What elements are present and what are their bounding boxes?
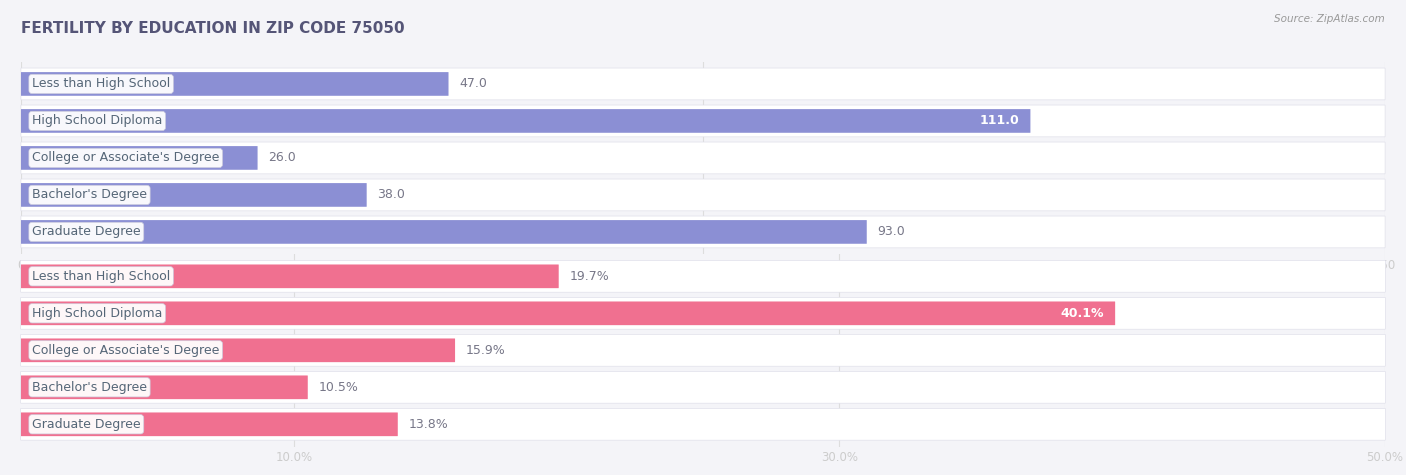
FancyBboxPatch shape — [21, 302, 1115, 325]
FancyBboxPatch shape — [21, 339, 456, 362]
FancyBboxPatch shape — [21, 371, 1385, 403]
Text: College or Associate's Degree: College or Associate's Degree — [32, 152, 219, 164]
FancyBboxPatch shape — [21, 412, 398, 436]
Text: Source: ZipAtlas.com: Source: ZipAtlas.com — [1274, 14, 1385, 24]
Text: Less than High School: Less than High School — [32, 77, 170, 90]
FancyBboxPatch shape — [21, 334, 1385, 366]
FancyBboxPatch shape — [21, 68, 1385, 100]
Text: 93.0: 93.0 — [877, 226, 905, 238]
Text: Graduate Degree: Graduate Degree — [32, 418, 141, 431]
Text: 111.0: 111.0 — [980, 114, 1019, 127]
FancyBboxPatch shape — [21, 220, 866, 244]
Text: College or Associate's Degree: College or Associate's Degree — [32, 344, 219, 357]
Text: Graduate Degree: Graduate Degree — [32, 226, 141, 238]
FancyBboxPatch shape — [21, 260, 1385, 292]
FancyBboxPatch shape — [21, 179, 1385, 211]
FancyBboxPatch shape — [21, 146, 257, 170]
Text: 47.0: 47.0 — [460, 77, 488, 90]
Text: Bachelor's Degree: Bachelor's Degree — [32, 189, 148, 201]
Text: High School Diploma: High School Diploma — [32, 114, 162, 127]
Text: FERTILITY BY EDUCATION IN ZIP CODE 75050: FERTILITY BY EDUCATION IN ZIP CODE 75050 — [21, 21, 405, 37]
Text: 19.7%: 19.7% — [569, 270, 609, 283]
Text: 15.9%: 15.9% — [465, 344, 505, 357]
Text: Less than High School: Less than High School — [32, 270, 170, 283]
FancyBboxPatch shape — [21, 183, 367, 207]
Text: Bachelor's Degree: Bachelor's Degree — [32, 381, 148, 394]
FancyBboxPatch shape — [21, 109, 1031, 133]
FancyBboxPatch shape — [21, 105, 1385, 137]
FancyBboxPatch shape — [21, 72, 449, 96]
Text: 10.5%: 10.5% — [318, 381, 359, 394]
Text: 38.0: 38.0 — [377, 189, 405, 201]
Text: 26.0: 26.0 — [269, 152, 297, 164]
Text: High School Diploma: High School Diploma — [32, 307, 162, 320]
FancyBboxPatch shape — [21, 216, 1385, 248]
FancyBboxPatch shape — [21, 408, 1385, 440]
FancyBboxPatch shape — [21, 265, 558, 288]
FancyBboxPatch shape — [21, 297, 1385, 329]
Text: 40.1%: 40.1% — [1060, 307, 1104, 320]
FancyBboxPatch shape — [21, 142, 1385, 174]
FancyBboxPatch shape — [21, 375, 308, 399]
Text: 13.8%: 13.8% — [408, 418, 449, 431]
